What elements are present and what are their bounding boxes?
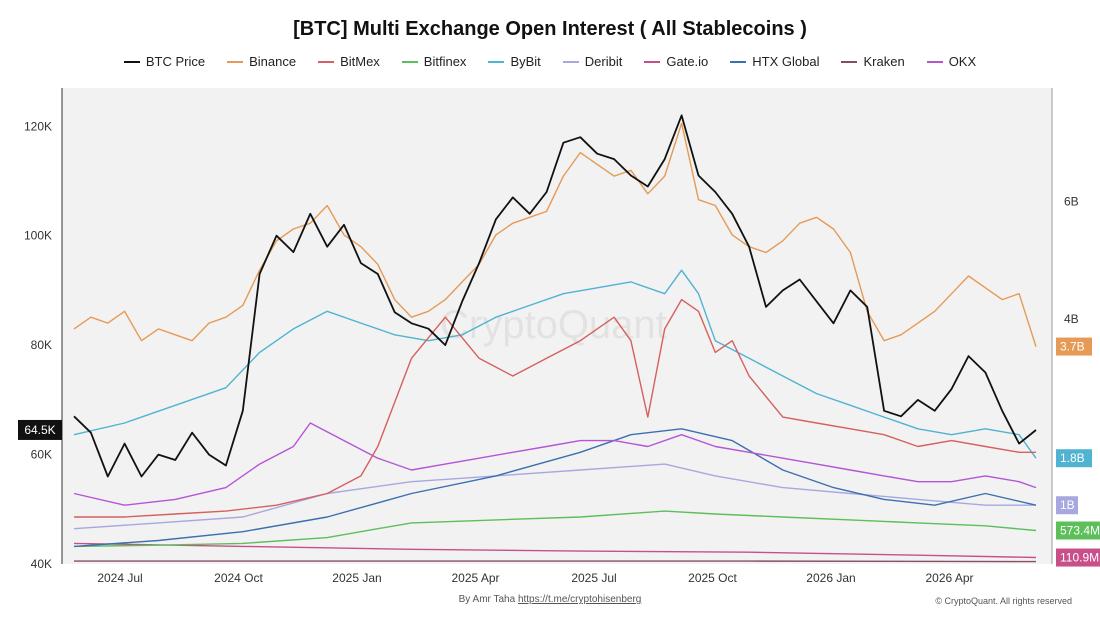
plot-area: [62, 88, 1052, 564]
legend-label: ByBit: [510, 54, 541, 69]
legend: BTC Price Binance BitMex Bitfinex ByBit Derib…: [0, 54, 1100, 69]
x-tick-label: 2026 Apr: [925, 571, 973, 585]
legend-swatch-icon: [562, 60, 579, 63]
series-line-2: [74, 298, 1036, 518]
end-value-label: 573.4M: [1060, 524, 1100, 538]
x-tick-label: 2024 Jul: [97, 571, 142, 585]
legend-item-1[interactable]: Binance: [227, 54, 296, 69]
legend-swatch-icon: [227, 60, 244, 63]
legend-label: Bitfinex: [423, 54, 467, 69]
x-tick-label: 2024 Oct: [214, 571, 263, 585]
right-tick-label: 6B: [1064, 194, 1079, 208]
x-tick-label: 2026 Jan: [806, 571, 855, 585]
x-tick-label: 2025 Apr: [451, 571, 499, 585]
series-layer: [73, 114, 1037, 563]
end-value-badge: [1056, 337, 1092, 356]
left-tick-label: 100K: [24, 229, 52, 243]
end-value-badge: [1056, 548, 1100, 567]
x-tick-label: 2025 Jul: [571, 571, 616, 585]
legend-label: Deribit: [584, 54, 623, 69]
right-tick-label: 4B: [1064, 312, 1079, 326]
price-badge-label: 64.5K: [24, 423, 55, 437]
credit-prefix: By Amr Taha: [458, 594, 516, 605]
legend-item-9[interactable]: OKX: [926, 54, 977, 69]
left-tick-label: 40K: [31, 557, 52, 571]
end-value-label: 3.7B: [1060, 340, 1085, 354]
series-line-9: [73, 422, 1037, 506]
end-value-badge: [1056, 521, 1100, 540]
left-tick-label: 60K: [31, 448, 52, 462]
series-line-7: [73, 428, 1037, 548]
credit-line: By Amr Taha https://t.me/cryptohisenberg: [0, 594, 1100, 605]
legend-label: BTC Price: [145, 54, 206, 69]
legend-label: BitMex: [340, 54, 380, 69]
legend-item-8[interactable]: Kraken: [841, 54, 905, 69]
legend-item-4[interactable]: ByBit: [488, 54, 541, 69]
left-tick-label: 80K: [31, 338, 52, 352]
legend-item-0[interactable]: BTC Price: [123, 54, 206, 69]
legend-label: Binance: [249, 54, 297, 69]
series-line-3: [73, 510, 1037, 548]
x-tick-label: 2025 Jan: [332, 571, 381, 585]
end-value-label: 110.9M: [1060, 551, 1099, 565]
series-line-6: [73, 542, 1037, 559]
legend-item-2[interactable]: BitMex: [318, 54, 380, 69]
legend-swatch-icon: [926, 60, 943, 63]
series-line-0: [73, 114, 1037, 478]
legend-swatch-icon: [644, 60, 661, 63]
watermark: CryptoQuant: [440, 303, 667, 347]
left-tick-label: 120K: [24, 119, 52, 133]
series-line-5: [73, 463, 1036, 530]
series-line-4: [73, 269, 1037, 459]
copyright-text: © CryptoQuant. All rights reserved: [935, 596, 1072, 606]
legend-label: Gate.io: [666, 54, 709, 69]
legend-swatch-icon: [123, 60, 140, 63]
legend-item-3[interactable]: Bitfinex: [401, 54, 467, 69]
legend-swatch-icon: [841, 60, 858, 63]
legend-swatch-icon: [730, 60, 747, 63]
legend-item-6[interactable]: Gate.io: [644, 54, 708, 69]
label-layer: 3.7B 573.4M 1.8B 1B 110.9M 64.5K: [18, 337, 1100, 567]
legend-item-5[interactable]: Deribit: [562, 54, 623, 69]
legend-item-7[interactable]: HTX Global: [730, 54, 819, 69]
axis-layer: 40K 60K 80K 100K 120K 4B 6B 2024 Jul 2024 Oct 202…: [24, 119, 1079, 585]
legend-label: HTX Global: [752, 54, 820, 69]
end-value-label: 1B: [1060, 498, 1075, 512]
legend-label: OKX: [948, 54, 977, 69]
x-tick-label: 2025 Oct: [688, 571, 737, 585]
series-line-8: [74, 560, 1037, 563]
credit-link[interactable]: https://t.me/cryptohisenberg: [517, 594, 642, 605]
end-value-label: 1.8B: [1060, 451, 1085, 465]
legend-label: Kraken: [863, 54, 905, 69]
series-line-1: [73, 122, 1037, 347]
price-badge: [18, 419, 62, 440]
chart-title: [BTC] Multi Exchange Open Interest ( All…: [293, 18, 807, 40]
legend-swatch-icon: [318, 60, 335, 63]
end-value-badge: [1056, 449, 1092, 468]
legend-swatch-icon: [488, 60, 505, 63]
end-value-badge: [1056, 496, 1078, 515]
legend-swatch-icon: [401, 60, 418, 63]
